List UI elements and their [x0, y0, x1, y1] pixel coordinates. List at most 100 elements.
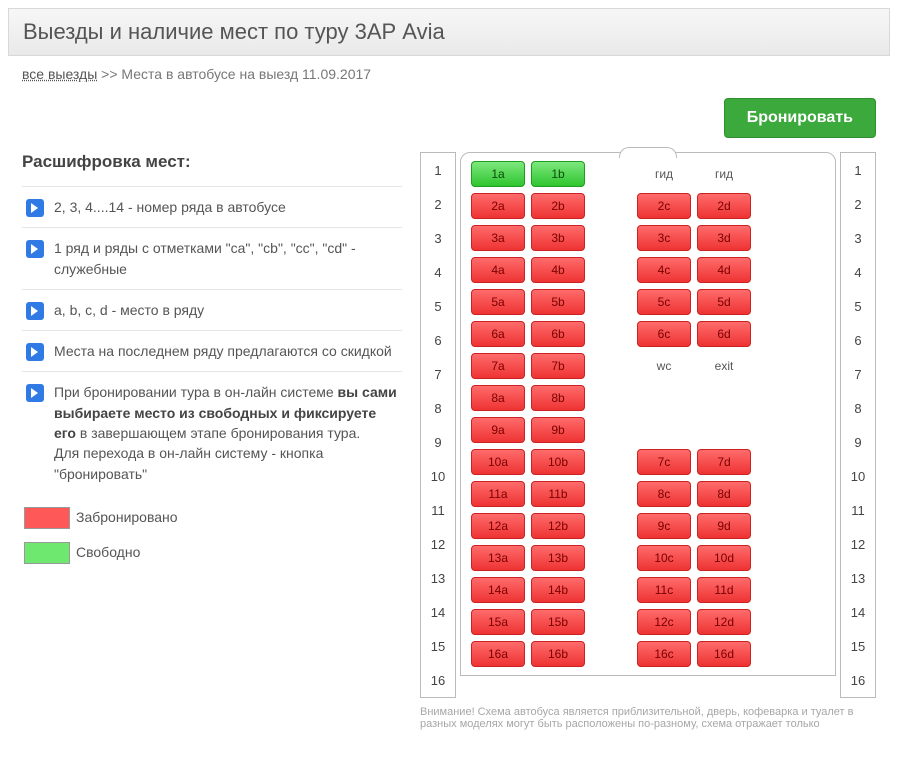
row-number: 14 [841, 595, 875, 629]
breadcrumb-sep: >> [97, 66, 121, 82]
seat[interactable]: 3b [531, 225, 585, 251]
seat[interactable]: 12d [697, 609, 751, 635]
row-number: 7 [841, 357, 875, 391]
seat[interactable]: 12c [637, 609, 691, 635]
seat[interactable]: 1a [471, 161, 525, 187]
seat[interactable]: 2d [697, 193, 751, 219]
legend-list: 2, 3, 4....14 - номер ряда в автобусе 1 р… [22, 186, 402, 494]
seat[interactable]: 10c [637, 545, 691, 571]
seat[interactable]: 14b [531, 577, 585, 603]
seat[interactable]: 4b [531, 257, 585, 283]
row-number: 1 [421, 153, 455, 187]
seat[interactable]: 3c [637, 225, 691, 251]
seat[interactable]: 6a [471, 321, 525, 347]
seat[interactable]: 13a [471, 545, 525, 571]
seat[interactable]: 2b [531, 193, 585, 219]
legend-item-text: 2, 3, 4....14 - номер ряда в автобусе [54, 197, 286, 217]
seat[interactable]: 1b [531, 161, 585, 187]
row-number: 12 [841, 527, 875, 561]
arrow-icon [26, 240, 44, 258]
seat[interactable]: 16c [637, 641, 691, 667]
row-number: 3 [421, 221, 455, 255]
empty-space [697, 385, 751, 411]
row-number: 13 [421, 561, 455, 595]
seat[interactable]: 5b [531, 289, 585, 315]
aisle [591, 641, 631, 667]
seat[interactable]: 11a [471, 481, 525, 507]
book-button[interactable]: Бронировать [724, 98, 876, 138]
seat[interactable]: 16b [531, 641, 585, 667]
seat[interactable]: 8c [637, 481, 691, 507]
row-number: 5 [421, 289, 455, 323]
seat[interactable]: 14a [471, 577, 525, 603]
seat[interactable]: 8b [531, 385, 585, 411]
swatch-booked-label: Забронировано [76, 509, 178, 525]
seat[interactable]: 3d [697, 225, 751, 251]
aisle [591, 545, 631, 571]
seat[interactable]: 8a [471, 385, 525, 411]
row-number: 6 [841, 323, 875, 357]
row-number: 2 [421, 187, 455, 221]
seat[interactable]: 7a [471, 353, 525, 379]
row-index-left: 12345678910111213141516 [420, 152, 456, 698]
breadcrumb-link-all[interactable]: все выезды [22, 66, 97, 82]
seat[interactable]: 9b [531, 417, 585, 443]
seat[interactable]: 3a [471, 225, 525, 251]
seat[interactable]: 6b [531, 321, 585, 347]
seat[interactable]: 13b [531, 545, 585, 571]
seat[interactable]: 4c [637, 257, 691, 283]
seat[interactable]: 12b [531, 513, 585, 539]
seat[interactable]: 5a [471, 289, 525, 315]
row-number: 13 [841, 561, 875, 595]
seat[interactable]: 11b [531, 481, 585, 507]
arrow-icon [26, 384, 44, 402]
seat[interactable]: 7c [637, 449, 691, 475]
seat[interactable]: 6d [697, 321, 751, 347]
seat[interactable]: 5d [697, 289, 751, 315]
seat[interactable]: 4a [471, 257, 525, 283]
seat[interactable]: 15b [531, 609, 585, 635]
legend-item: 1 ряд и ряды с отметками "ca", "cb", "cc… [22, 227, 402, 289]
seat[interactable]: 16a [471, 641, 525, 667]
seat[interactable]: 5c [637, 289, 691, 315]
legend-item: Места на последнем ряду предлагаются со … [22, 330, 402, 371]
aisle [591, 385, 631, 411]
arrow-icon [26, 302, 44, 320]
legend-item-text: При бронировании тура в он-лайн системе … [54, 382, 400, 483]
empty-space [637, 417, 691, 443]
seat[interactable]: 11c [637, 577, 691, 603]
empty-space [697, 417, 751, 443]
aisle [591, 257, 631, 283]
seat[interactable]: 8d [697, 481, 751, 507]
row-number: 16 [841, 663, 875, 697]
seat[interactable]: 10a [471, 449, 525, 475]
swatch-free-label: Свободно [76, 544, 140, 560]
row-number: 8 [841, 391, 875, 425]
aisle [591, 289, 631, 315]
empty-space [637, 385, 691, 411]
seat[interactable]: 2c [637, 193, 691, 219]
aisle [591, 449, 631, 475]
seat[interactable]: 2a [471, 193, 525, 219]
seat[interactable]: 10d [697, 545, 751, 571]
seat[interactable]: 12a [471, 513, 525, 539]
seat[interactable]: 11d [697, 577, 751, 603]
seat[interactable]: 9c [637, 513, 691, 539]
aisle [591, 481, 631, 507]
legend-item: При бронировании тура в он-лайн системе … [22, 371, 402, 493]
seat[interactable]: 16d [697, 641, 751, 667]
seat[interactable]: 9a [471, 417, 525, 443]
row-number: 6 [421, 323, 455, 357]
seat[interactable]: 6c [637, 321, 691, 347]
seat[interactable]: 10b [531, 449, 585, 475]
seat[interactable]: 7d [697, 449, 751, 475]
aisle [591, 417, 631, 443]
seat[interactable]: 4d [697, 257, 751, 283]
row-number: 2 [841, 187, 875, 221]
row-number: 10 [421, 459, 455, 493]
seat[interactable]: 15a [471, 609, 525, 635]
seat[interactable]: 7b [531, 353, 585, 379]
row-number: 4 [841, 255, 875, 289]
seat[interactable]: 9d [697, 513, 751, 539]
seat-label: гид [697, 161, 751, 187]
